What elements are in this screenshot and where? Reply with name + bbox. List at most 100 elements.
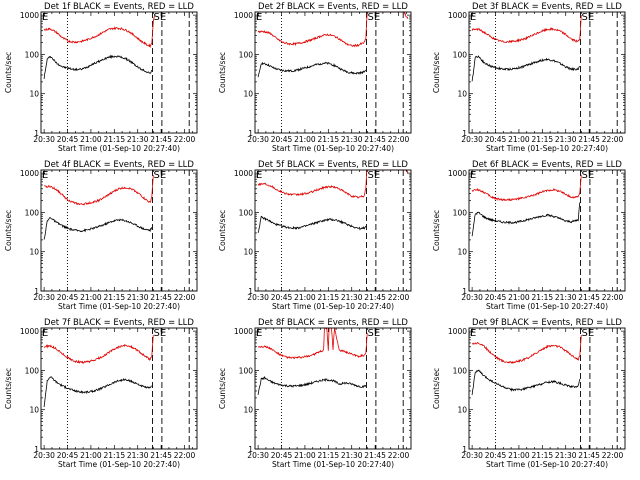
lld-series-line [257,11,409,48]
detector-panel: Det 9f BLACK = Events, RED = LLD 1 10 100 10… [432,318,626,469]
marker-label-se: SE [154,12,167,23]
y-tick-label: 10 [243,248,253,257]
events-series-line [471,369,581,396]
plot-frame [40,11,198,134]
x-tick-label: 21:00 [294,135,316,144]
x-tick-label: 21:15 [532,293,554,302]
panel-title: Det 2f BLACK = Events, RED = LLD [258,2,408,12]
lld-series-line [258,327,368,360]
marker-label-e: E [256,328,262,339]
x-tick-label: 21:00 [80,293,102,302]
marker-label-e: E [42,170,48,181]
x-tick-label: 21:45 [364,135,386,144]
x-tick-label: 22:00 [174,135,196,144]
x-tick-label: 21:15 [318,293,340,302]
x-tick-label: 21:45 [150,451,172,460]
x-tick-label: 21:15 [104,135,126,144]
y-tick-label: 1 [248,445,253,454]
y-tick-label: 1 [462,129,467,138]
x-tick-label: 20:30 [461,451,483,460]
y-tick-label: 1 [248,129,253,138]
x-tick-label: 21:30 [127,135,149,144]
y-axis-label: Counts/sec [4,210,13,251]
y-tick-label: 1000 [448,327,467,336]
x-tick-label: 21:45 [150,293,172,302]
marker-label-se: SE [368,12,381,23]
x-tick-label: 21:45 [578,135,600,144]
marker-label-se: SE [582,12,595,23]
detector-panel: Det 8f BLACK = Events, RED = LLD 1 10 100 10… [218,318,412,469]
y-tick-label: 100 [25,208,40,217]
x-tick-label: 20:45 [57,451,79,460]
marker-label-e: E [470,328,476,339]
panel-title: Det 1f BLACK = Events, RED = LLD [44,2,194,12]
x-tick-label: 21:45 [578,293,600,302]
x-tick-label: 22:00 [602,451,624,460]
x-axis-label: Start Time (01-Sep-10 20:27:40) [486,460,608,469]
x-tick-label: 20:30 [33,293,55,302]
y-tick-label: 100 [239,208,254,217]
marker-label-se: SE [154,328,167,339]
x-tick-label: 20:45 [485,451,507,460]
marker-label-se: SE [368,170,381,181]
x-tick-label: 21:30 [341,293,363,302]
y-tick-label: 10 [29,406,39,415]
x-tick-label: 20:30 [247,135,269,144]
y-axis-label: Counts/sec [4,368,13,409]
detector-panel: Det 6f BLACK = Events, RED = LLD 1 10 100 10… [432,160,626,311]
x-tick-label: 21:15 [532,451,554,460]
marker-label-e: E [42,12,48,23]
marker-label-se: SE [582,170,595,181]
y-tick-label: 100 [453,50,468,59]
x-axis-label: Start Time (01-Sep-10 20:27:40) [58,302,180,311]
x-tick-label: 20:45 [271,293,293,302]
y-tick-label: 1000 [20,169,39,178]
x-tick-label: 20:45 [271,135,293,144]
y-tick-label: 1 [248,287,253,296]
y-tick-label: 1 [34,287,39,296]
x-tick-label: 21:00 [80,135,102,144]
y-tick-label: 1 [462,445,467,454]
marker-label-e: E [470,170,476,181]
x-tick-label: 21:45 [364,293,386,302]
x-tick-label: 21:30 [341,135,363,144]
y-axis-label: Counts/sec [432,210,441,251]
plot-frame [254,11,412,134]
y-tick-label: 10 [29,248,39,257]
x-tick-label: 20:30 [33,451,55,460]
panel-title: Det 9f BLACK = Events, RED = LLD [472,318,622,328]
y-axis-label: Counts/sec [218,52,227,93]
panel-title: Det 8f BLACK = Events, RED = LLD [258,318,408,328]
marker-label-se: SE [154,170,167,181]
events-series-line [257,375,367,395]
x-tick-label: 21:15 [532,135,554,144]
panel-title: Det 6f BLACK = Events, RED = LLD [472,160,622,170]
x-axis-label: Start Time (01-Sep-10 20:27:40) [272,302,394,311]
y-tick-label: 10 [29,90,39,99]
y-tick-label: 1 [462,287,467,296]
panel-title: Det 3f BLACK = Events, RED = LLD [472,2,622,12]
x-tick-label: 21:00 [508,135,530,144]
x-tick-label: 20:45 [57,135,79,144]
y-axis-label: Counts/sec [432,52,441,93]
y-tick-label: 1000 [234,327,253,336]
x-tick-label: 22:00 [174,293,196,302]
panel-title: Det 5f BLACK = Events, RED = LLD [258,160,408,170]
x-tick-label: 21:15 [318,451,340,460]
x-axis-label: Start Time (01-Sep-10 20:27:40) [486,144,608,153]
y-tick-label: 100 [453,208,468,217]
y-tick-label: 1 [34,129,39,138]
y-tick-label: 1000 [448,11,467,20]
x-tick-label: 21:30 [555,293,577,302]
plot-frame [40,169,198,292]
y-tick-label: 10 [457,406,467,415]
x-tick-label: 20:30 [247,293,269,302]
y-tick-label: 1000 [448,169,467,178]
y-axis-label: Counts/sec [4,52,13,93]
plot-frame [468,169,626,292]
plot-frame [254,169,412,292]
y-tick-label: 10 [457,248,467,257]
x-axis-label: Start Time (01-Sep-10 20:27:40) [58,144,180,153]
lld-series-line [43,14,156,49]
